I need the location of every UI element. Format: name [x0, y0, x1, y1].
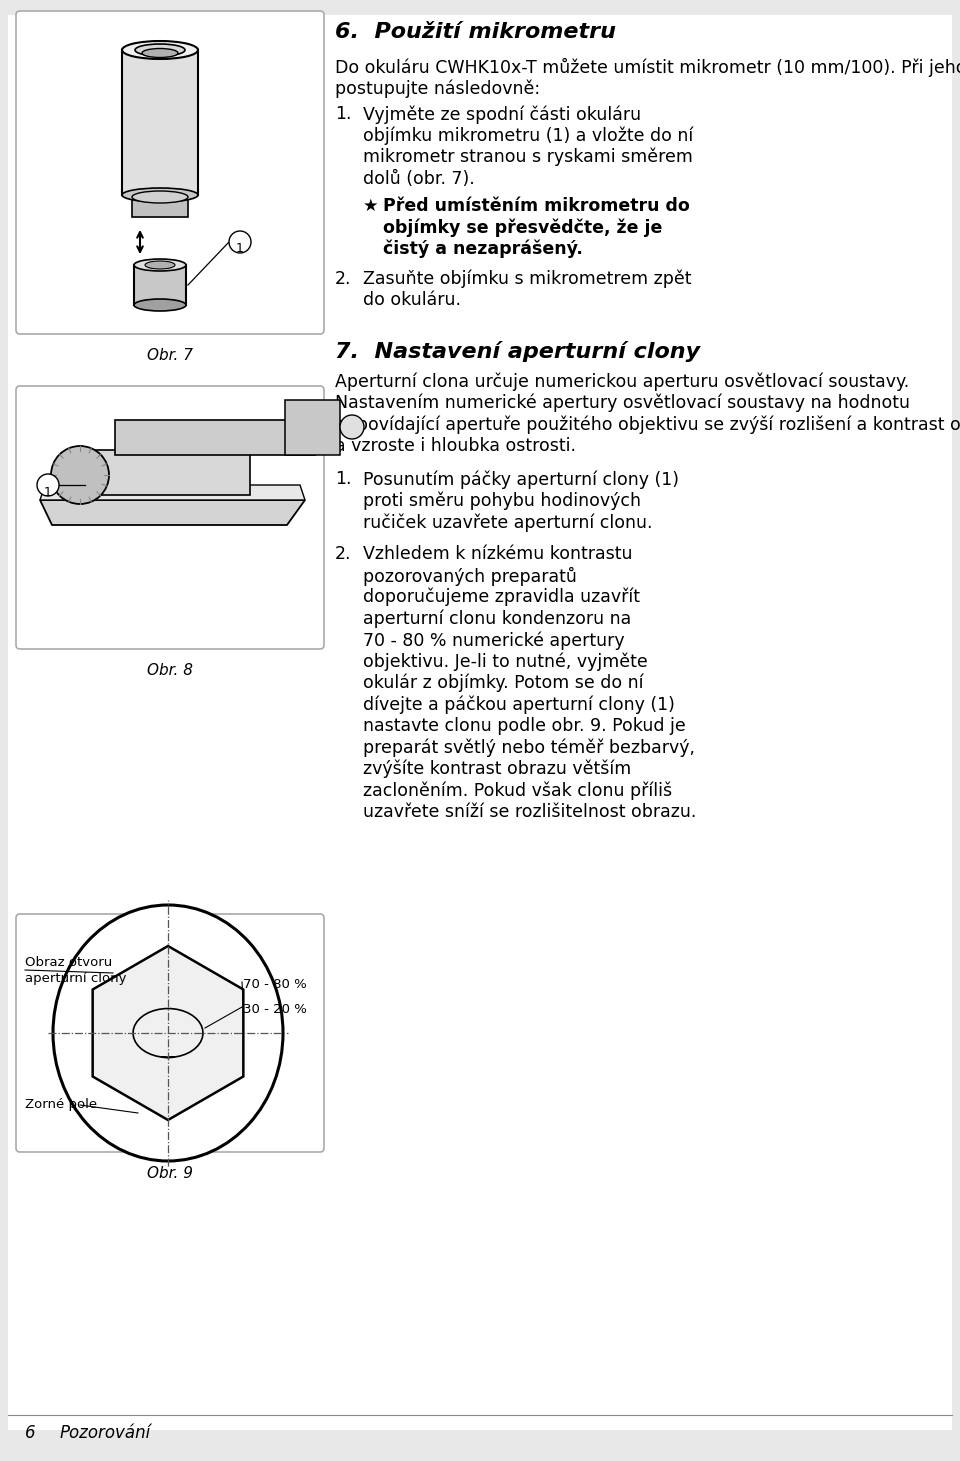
Text: objektivu. Je-li to nutné, vyjměte: objektivu. Je-li to nutné, vyjměte	[363, 653, 648, 671]
FancyBboxPatch shape	[132, 197, 188, 218]
FancyBboxPatch shape	[16, 915, 324, 1153]
Text: 1: 1	[236, 243, 244, 256]
Text: doporučujeme zpravidla uzavřít: doporučujeme zpravidla uzavřít	[363, 587, 640, 606]
FancyBboxPatch shape	[122, 50, 198, 194]
Text: 2.: 2.	[335, 269, 351, 288]
FancyBboxPatch shape	[95, 450, 250, 495]
FancyBboxPatch shape	[285, 400, 340, 454]
Text: nastavte clonu podle obr. 9. Pokud je: nastavte clonu podle obr. 9. Pokud je	[363, 717, 685, 735]
Text: dívejte a páčkou aperturní clony (1): dívejte a páčkou aperturní clony (1)	[363, 695, 675, 714]
Text: Vyjměte ze spodní části okuláru: Vyjměte ze spodní části okuláru	[363, 105, 641, 124]
Text: zacloněním. Pokud však clonu příliš: zacloněním. Pokud však clonu příliš	[363, 782, 672, 801]
Text: ★: ★	[363, 197, 378, 215]
FancyBboxPatch shape	[16, 386, 324, 649]
Ellipse shape	[132, 191, 188, 203]
Ellipse shape	[134, 300, 186, 311]
Text: Aperturní clona určuje numerickou aperturu osvětlovací soustavy.: Aperturní clona určuje numerickou apertu…	[335, 373, 909, 392]
Ellipse shape	[122, 41, 198, 58]
Text: čistý a nezaprášený.: čistý a nezaprášený.	[383, 240, 583, 259]
Circle shape	[340, 415, 364, 438]
Ellipse shape	[122, 188, 198, 202]
Text: Nastavením numerické apertury osvětlovací soustavy na hodnotu: Nastavením numerické apertury osvětlovac…	[335, 394, 910, 412]
Text: 70 - 80 %: 70 - 80 %	[243, 977, 307, 991]
Text: uzavřete sníží se rozlišitelnost obrazu.: uzavřete sníží se rozlišitelnost obrazu.	[363, 804, 696, 821]
Text: zvýšíte kontrast obrazu větším: zvýšíte kontrast obrazu větším	[363, 760, 632, 779]
Text: Vzhledem k nízkému kontrastu: Vzhledem k nízkému kontrastu	[363, 545, 633, 562]
Text: dolů (obr. 7).: dolů (obr. 7).	[363, 169, 475, 187]
FancyBboxPatch shape	[8, 15, 952, 1430]
Text: 6: 6	[25, 1424, 36, 1442]
FancyBboxPatch shape	[134, 264, 186, 305]
Text: a vzroste i hloubka ostrosti.: a vzroste i hloubka ostrosti.	[335, 437, 576, 454]
Text: preparát světlý nebo téměř bezbarvý,: preparát světlý nebo téměř bezbarvý,	[363, 738, 695, 757]
Text: Zorné pole: Zorné pole	[25, 1099, 97, 1110]
Text: 6.  Použití mikrometru: 6. Použití mikrometru	[335, 22, 616, 42]
Text: Obr. 9: Obr. 9	[147, 1166, 193, 1180]
Text: ručiček uzavřete aperturní clonu.: ručiček uzavřete aperturní clonu.	[363, 513, 653, 532]
Text: 1.: 1.	[335, 105, 351, 123]
Text: objímky se přesvědčte, že je: objímky se přesvědčte, že je	[383, 219, 662, 237]
Ellipse shape	[135, 44, 185, 56]
Ellipse shape	[142, 48, 178, 57]
Polygon shape	[93, 947, 243, 1121]
FancyBboxPatch shape	[16, 12, 324, 335]
Ellipse shape	[145, 262, 175, 269]
Text: Obr. 7: Obr. 7	[147, 348, 193, 362]
Text: 1: 1	[44, 485, 52, 498]
Text: postupujte následovně:: postupujte následovně:	[335, 79, 540, 98]
Text: aperturní clonu kondenzoru na: aperturní clonu kondenzoru na	[363, 609, 632, 628]
FancyBboxPatch shape	[115, 419, 315, 454]
Polygon shape	[40, 485, 305, 500]
Text: Posunutím páčky aperturní clony (1): Posunutím páčky aperturní clony (1)	[363, 470, 679, 489]
Polygon shape	[40, 500, 305, 524]
Circle shape	[37, 473, 59, 495]
Text: Obr. 8: Obr. 8	[147, 663, 193, 678]
Text: pozorovaných preparatů: pozorovaných preparatů	[363, 567, 577, 586]
Text: Do okuláru CWHK10x-T můžete umístit mikrometr (10 mm/100). Při jeho instalaci: Do okuláru CWHK10x-T můžete umístit mikr…	[335, 58, 960, 77]
Circle shape	[229, 231, 251, 253]
Text: Obraz otvoru: Obraz otvoru	[25, 955, 112, 969]
Ellipse shape	[53, 904, 283, 1161]
Text: 2.: 2.	[335, 545, 351, 562]
Text: okulár z objímky. Potom se do ní: okulár z objímky. Potom se do ní	[363, 674, 643, 693]
Text: proti směru pohybu hodinových: proti směru pohybu hodinových	[363, 492, 641, 510]
Text: 70 - 80 % numerické apertury: 70 - 80 % numerické apertury	[363, 631, 625, 650]
Text: Před umístěním mikrometru do: Před umístěním mikrometru do	[383, 197, 689, 215]
Text: Zasuňte objímku s mikrometrem zpět: Zasuňte objímku s mikrometrem zpět	[363, 269, 691, 288]
Text: mikrometr stranou s ryskami směrem: mikrometr stranou s ryskami směrem	[363, 148, 693, 167]
Text: 1.: 1.	[335, 470, 351, 488]
Text: 30 - 20 %: 30 - 20 %	[243, 1004, 307, 1015]
Text: 7.  Nastavení aperturní clony: 7. Nastavení aperturní clony	[335, 340, 700, 361]
Text: do okuláru.: do okuláru.	[363, 291, 461, 308]
Text: aperturní clony: aperturní clony	[25, 972, 127, 985]
Text: Pozorování: Pozorování	[60, 1424, 152, 1442]
Text: objímku mikrometru (1) a vložte do ní: objímku mikrometru (1) a vložte do ní	[363, 127, 693, 145]
Text: odpovídající apertuře použitého objektivu se zvýší rozlišení a kontrast obrazu: odpovídající apertuře použitého objektiv…	[335, 415, 960, 434]
Ellipse shape	[51, 446, 109, 504]
Ellipse shape	[134, 259, 186, 270]
